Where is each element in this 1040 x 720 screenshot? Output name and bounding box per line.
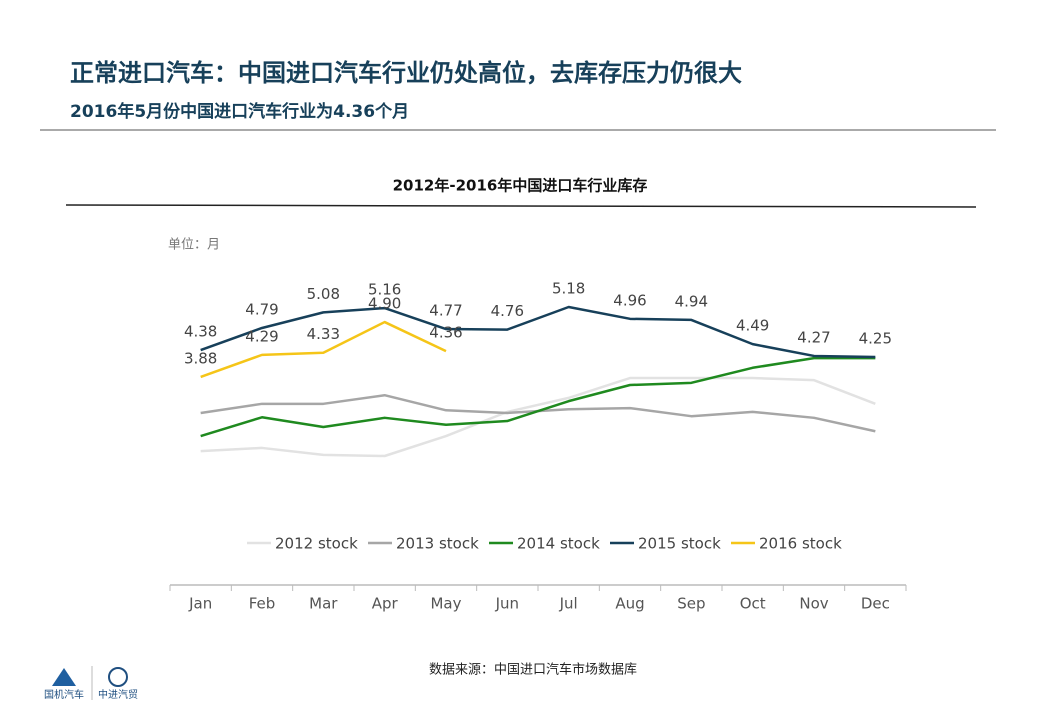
data-label: 4.77 xyxy=(429,302,462,320)
logo-text: 中进汽贸 xyxy=(98,688,138,701)
slide-subtitle: 2016年5月份中国进口汽车行业为4.36个月 xyxy=(70,101,409,122)
data-label: 5.18 xyxy=(552,280,585,298)
slide-title: 正常进口汽车：中国进口汽车行业仍处高位，去库存压力仍很大 xyxy=(70,59,742,87)
logo-icon xyxy=(108,667,128,687)
series-line xyxy=(200,305,876,359)
data-label: 4.27 xyxy=(797,328,830,346)
source: 数据来源：中国进口汽车市场数据库 xyxy=(429,662,637,678)
logo-icon xyxy=(52,668,76,686)
legend-label: 2012 stock xyxy=(275,535,358,553)
x-tick-label: Jun xyxy=(495,595,519,613)
data-label: 4.38 xyxy=(184,323,217,341)
x-tick-label: Aug xyxy=(615,595,644,613)
x-tick-label: Feb xyxy=(249,595,276,613)
series-line xyxy=(200,393,876,433)
x-tick-label: Nov xyxy=(799,595,828,613)
data-label: 4.36 xyxy=(429,324,462,342)
data-label: 4.96 xyxy=(613,291,646,309)
x-tick-label: Jul xyxy=(559,595,578,613)
data-label: 4.29 xyxy=(245,327,278,345)
data-label: 5.16 xyxy=(368,281,401,299)
data-label: 4.79 xyxy=(245,300,278,318)
x-tick-label: Oct xyxy=(740,595,766,613)
x-tick-label: Sep xyxy=(677,595,705,613)
legend-label: 2013 stock xyxy=(396,535,479,553)
data-label: 5.08 xyxy=(307,285,340,303)
chart-title: 2012年-2016年中国进口车行业库存 xyxy=(393,177,648,195)
data-label: 4.49 xyxy=(736,317,769,335)
data-label: 4.25 xyxy=(859,330,892,348)
data-label: 4.94 xyxy=(675,292,708,310)
data-label: 4.76 xyxy=(491,302,524,320)
data-label: 4.90 xyxy=(368,295,401,313)
series-line xyxy=(200,320,447,379)
x-tick-label: Mar xyxy=(309,595,338,613)
x-tick-label: Apr xyxy=(372,595,399,613)
series-line xyxy=(200,376,876,458)
unit-label: 单位：月 xyxy=(168,238,220,253)
series-line xyxy=(200,356,876,438)
data-label: 4.33 xyxy=(307,325,340,343)
legend-label: 2015 stock xyxy=(638,535,721,553)
x-tick-label: Dec xyxy=(861,595,890,613)
chart-title-rule xyxy=(65,204,977,208)
data-label: 3.88 xyxy=(184,349,217,367)
x-tick-label: May xyxy=(430,595,461,613)
x-tick-label: Jan xyxy=(188,595,212,613)
logo-text: 国机汽车 xyxy=(44,688,84,701)
logo: 国机汽车 中进汽贸 xyxy=(44,666,138,701)
legend-label: 2016 stock xyxy=(759,535,842,553)
legend-label: 2014 stock xyxy=(517,535,600,553)
